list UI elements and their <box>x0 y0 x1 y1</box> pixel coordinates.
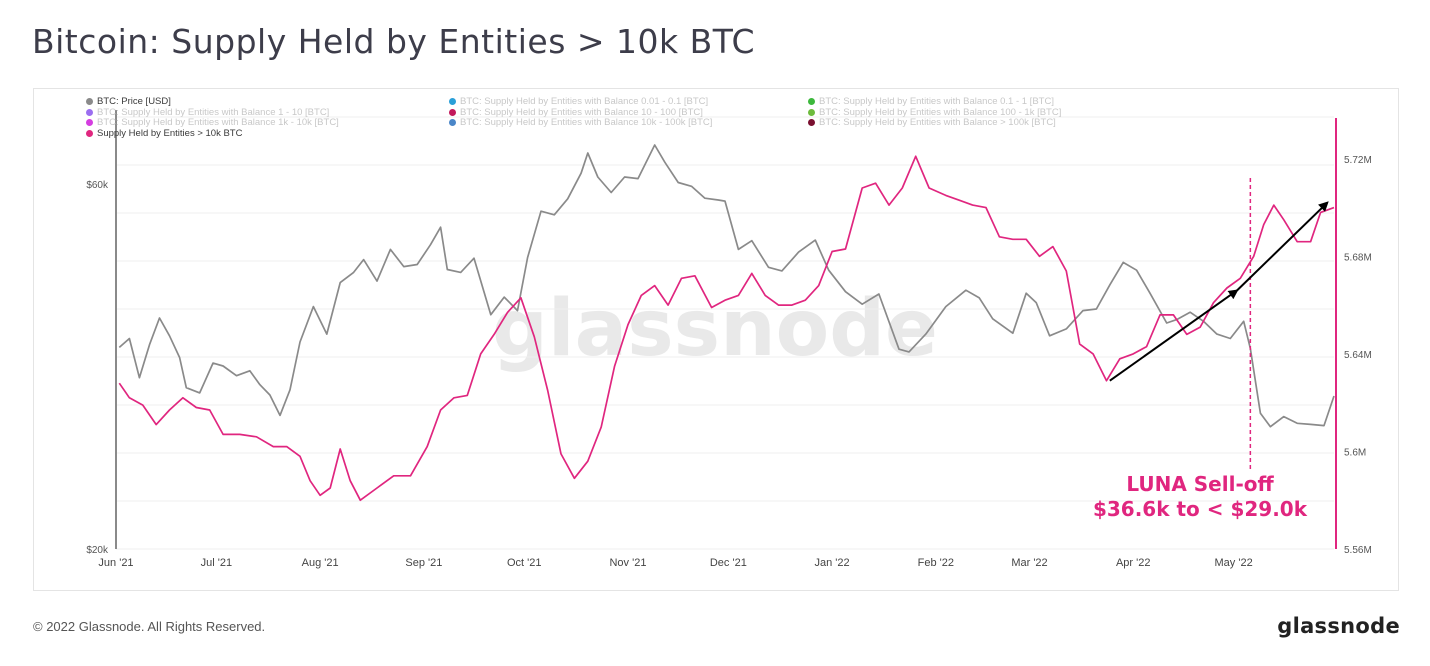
footer-logo: glassnode <box>1277 614 1400 638</box>
x-tick-label: Aug '21 <box>302 557 339 569</box>
y-left-tick-label: $60k <box>86 180 109 191</box>
footer-copyright: © 2022 Glassnode. All Rights Reserved. <box>33 619 266 634</box>
x-tick-label: Apr '22 <box>1116 557 1151 569</box>
x-tick-label: May '22 <box>1215 557 1253 569</box>
legend-label: BTC: Supply Held by Entities with Balanc… <box>819 106 1062 118</box>
legend-label: BTC: Supply Held by Entities with Balanc… <box>460 106 703 118</box>
legend-label: Supply Held by Entities > 10k BTC <box>97 127 243 139</box>
page-title: Bitcoin: Supply Held by Entities > 10k B… <box>32 22 756 61</box>
legend-label: BTC: Supply Held by Entities with Balanc… <box>819 117 1056 128</box>
trend-arrow <box>1236 201 1329 292</box>
watermark-text: glassnode <box>492 284 938 374</box>
legend-swatch <box>86 129 93 137</box>
legend-swatch <box>86 119 93 126</box>
legend-item[interactable]: Supply Held by Entities > 10k BTC <box>86 127 243 140</box>
chart-frame <box>33 88 1399 591</box>
legend-swatch <box>86 98 93 105</box>
y-left-tick-label: $20k <box>86 545 109 556</box>
legend-label: BTC: Supply Held by Entities with Balanc… <box>819 96 1054 107</box>
x-tick-label: Jul '21 <box>201 557 232 569</box>
legend-item[interactable]: BTC: Supply Held by Entities with Balanc… <box>808 106 1062 119</box>
x-tick-label: Mar '22 <box>1011 557 1047 569</box>
legend-item[interactable]: BTC: Supply Held by Entities with Balanc… <box>808 117 1056 129</box>
legend-item[interactable]: BTC: Supply Held by Entities with Balanc… <box>449 106 703 119</box>
legend-label: BTC: Supply Held by Entities with Balanc… <box>460 117 713 128</box>
x-tick-label: Jan '22 <box>815 557 850 569</box>
supply-10k-line <box>118 155 1335 502</box>
annotation-line-2: $36.6k to < $29.0k <box>1092 497 1308 521</box>
legend-item[interactable]: BTC: Supply Held by Entities with Balanc… <box>449 117 713 129</box>
legend-swatch <box>86 108 93 116</box>
legend-label: BTC: Supply Held by Entities with Balanc… <box>97 117 339 128</box>
luna-selloff-annotation: LUNA Sell-off $36.6k to < $29.0k <box>1075 472 1325 522</box>
x-tick-label: Sep '21 <box>405 557 442 569</box>
legend-swatch <box>449 119 456 126</box>
annotation-line-1: LUNA Sell-off <box>1126 472 1274 496</box>
legend-label: BTC: Price [USD] <box>97 96 171 107</box>
legend-swatch <box>449 108 456 116</box>
legend-swatch <box>808 119 815 126</box>
legend-swatch <box>808 98 815 105</box>
legend-swatch <box>808 108 815 116</box>
y-right-tick-label: 5.68M <box>1344 252 1372 263</box>
legend-item[interactable]: BTC: Supply Held by Entities with Balanc… <box>449 96 709 108</box>
legend-swatch <box>449 98 456 105</box>
legend-label: BTC: Supply Held by Entities with Balanc… <box>460 96 709 107</box>
legend-item[interactable]: BTC: Supply Held by Entities with Balanc… <box>86 106 330 119</box>
y-right-tick-label: 5.6M <box>1344 447 1366 458</box>
x-tick-label: Feb '22 <box>918 557 954 569</box>
trend-arrow <box>1109 289 1239 382</box>
x-tick-label: Dec '21 <box>710 557 747 569</box>
y-right-tick-label: 5.56M <box>1344 545 1372 556</box>
x-tick-label: Jun '21 <box>98 557 133 569</box>
btc-price-line <box>118 144 1335 428</box>
legend-item[interactable]: BTC: Price [USD] <box>86 96 171 108</box>
legend-item[interactable]: BTC: Supply Held by Entities with Balanc… <box>86 117 339 129</box>
x-tick-label: Nov '21 <box>609 557 646 569</box>
y-right-tick-label: 5.64M <box>1344 350 1372 361</box>
legend-item[interactable]: BTC: Supply Held by Entities with Balanc… <box>808 96 1054 108</box>
y-right-tick-label: 5.72M <box>1344 155 1372 166</box>
x-tick-label: Oct '21 <box>507 557 542 569</box>
legend-label: BTC: Supply Held by Entities with Balanc… <box>97 106 330 118</box>
